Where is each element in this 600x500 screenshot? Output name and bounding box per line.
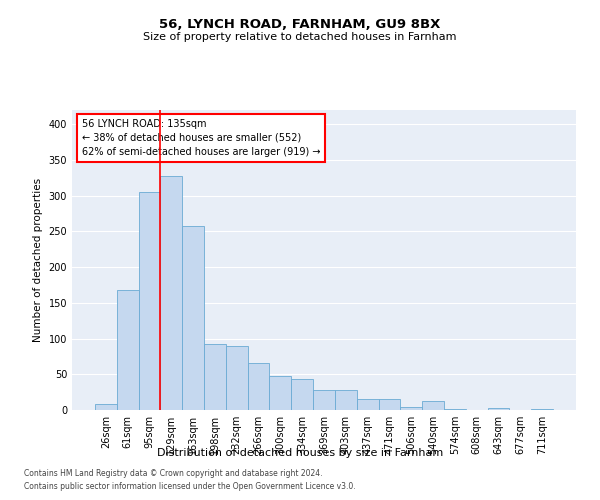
Bar xyxy=(95,404,117,410)
Bar xyxy=(117,290,139,410)
Bar xyxy=(335,390,357,410)
Bar xyxy=(444,408,466,410)
Y-axis label: Number of detached properties: Number of detached properties xyxy=(33,178,43,342)
Bar xyxy=(291,380,313,410)
Text: 56, LYNCH ROAD, FARNHAM, GU9 8BX: 56, LYNCH ROAD, FARNHAM, GU9 8BX xyxy=(160,18,440,30)
Bar xyxy=(182,226,204,410)
Bar xyxy=(226,346,248,410)
Text: Contains HM Land Registry data © Crown copyright and database right 2024.: Contains HM Land Registry data © Crown c… xyxy=(24,468,323,477)
Text: Contains public sector information licensed under the Open Government Licence v3: Contains public sector information licen… xyxy=(24,482,356,491)
Bar xyxy=(357,400,379,410)
Bar xyxy=(379,400,400,410)
Text: Distribution of detached houses by size in Farnham: Distribution of detached houses by size … xyxy=(157,448,443,458)
Bar xyxy=(313,390,335,410)
Bar xyxy=(204,344,226,410)
Bar xyxy=(139,192,160,410)
Bar xyxy=(248,363,269,410)
Text: Size of property relative to detached houses in Farnham: Size of property relative to detached ho… xyxy=(143,32,457,42)
Bar xyxy=(531,408,553,410)
Text: 56 LYNCH ROAD: 135sqm
← 38% of detached houses are smaller (552)
62% of semi-det: 56 LYNCH ROAD: 135sqm ← 38% of detached … xyxy=(82,119,320,157)
Bar xyxy=(269,376,291,410)
Bar xyxy=(160,176,182,410)
Bar xyxy=(422,400,444,410)
Bar xyxy=(400,407,422,410)
Bar xyxy=(488,408,509,410)
